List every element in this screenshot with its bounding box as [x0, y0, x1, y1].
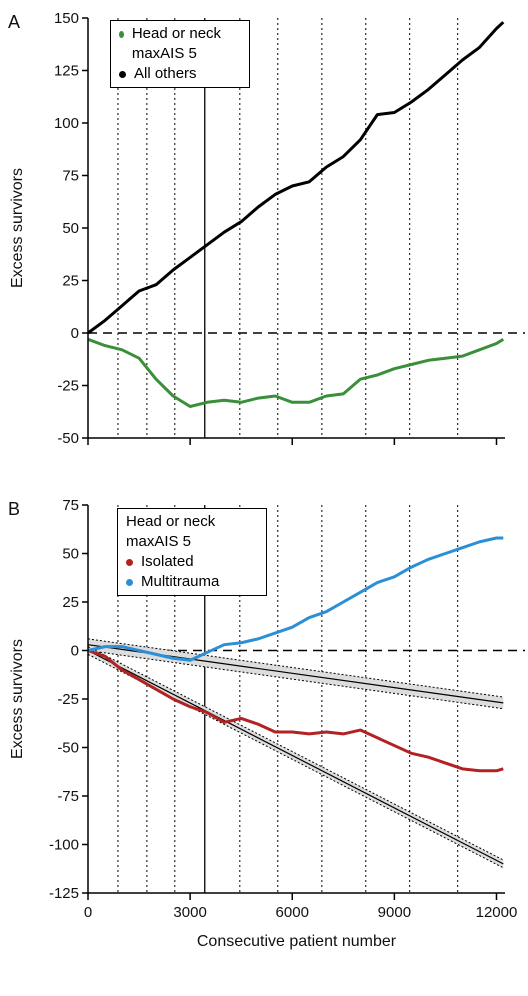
series-line: [87, 21, 505, 335]
y-tick-label: -50: [57, 430, 79, 447]
legend-label: Isolated: [141, 553, 194, 570]
legend-marker: [126, 579, 133, 586]
x-axis-title: Consecutive patient number: [197, 933, 397, 950]
band-edge: [87, 646, 504, 861]
legend-marker: [119, 71, 126, 78]
x-tick-label: 12000: [476, 904, 518, 921]
y-tick-label: -125: [49, 885, 79, 902]
y-tick-label: 150: [54, 10, 79, 27]
x-tick-label: 6000: [276, 904, 309, 921]
y-tick-label: 75: [62, 168, 79, 185]
legend: Head or neck maxAIS 5 Isolated Multitrauma: [117, 508, 267, 596]
y-axis-title: Excess survivors: [9, 639, 26, 759]
y-tick-label: -25: [57, 691, 79, 708]
band-edge: [87, 650, 504, 710]
x-tick-label: 3000: [173, 904, 206, 921]
legend-label: All others: [134, 65, 197, 82]
series-line: [87, 536, 504, 662]
legend-entry: Isolated: [126, 552, 258, 572]
panel-label: B: [8, 499, 20, 519]
y-tick-label: -100: [49, 837, 79, 854]
y-tick-label: 100: [54, 115, 79, 132]
legend-container: Head or neck maxAIS 5 Isolated Multitrauma: [117, 508, 267, 596]
series-line: [87, 337, 505, 408]
y-tick-label: 125: [54, 63, 79, 80]
legend-marker: [126, 559, 133, 566]
y-tick-label: 50: [62, 546, 79, 563]
legend-label: Multitrauma: [141, 573, 220, 590]
y-tick-label: 75: [62, 497, 79, 514]
y-tick-label: 0: [71, 643, 79, 660]
legend-title: Head or neck maxAIS 5: [126, 513, 216, 550]
legend: Head or neck maxAIS 5 All others: [110, 20, 250, 88]
legend-entry: All others: [119, 64, 241, 84]
y-tick-label: -25: [57, 378, 79, 395]
expected-line: [87, 649, 504, 865]
legend-container: Head or neck maxAIS 5 All others: [110, 20, 250, 88]
legend-label: Head or neck maxAIS 5: [131, 25, 222, 62]
y-tick-label: -50: [57, 740, 79, 757]
legend-marker: [119, 31, 124, 38]
legend-entry: Multitrauma: [126, 572, 258, 592]
y-axis-title: Excess survivors: [9, 168, 26, 288]
legend-entry: Head or neck maxAIS 5: [119, 24, 241, 64]
y-tick-label: 0: [71, 325, 79, 342]
x-tick-label: 9000: [378, 904, 411, 921]
x-tick-label: 0: [84, 904, 92, 921]
panel-label: A: [8, 12, 20, 32]
y-tick-label: -75: [57, 788, 79, 805]
y-tick-label: 25: [62, 273, 79, 290]
y-tick-label: 50: [62, 220, 79, 237]
y-tick-label: 25: [62, 594, 79, 611]
series-line: [87, 649, 504, 773]
band-edge: [87, 638, 504, 698]
